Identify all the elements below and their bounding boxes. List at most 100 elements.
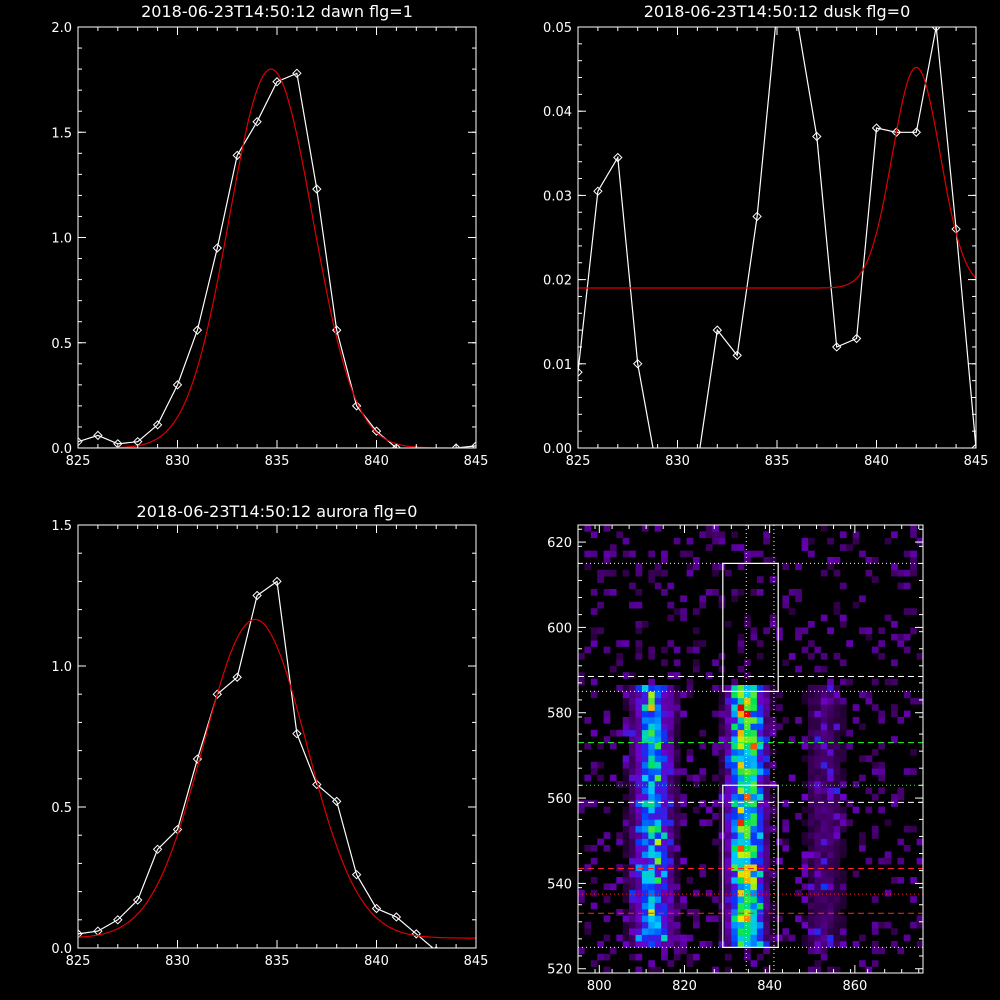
image-pixel <box>750 941 758 948</box>
image-pixel <box>641 736 649 743</box>
image-x-tick-label: 800 <box>587 979 612 994</box>
image-pixel <box>801 793 809 801</box>
image-pixel <box>654 697 662 705</box>
image-pixel <box>641 723 649 731</box>
image-pixel <box>635 742 643 750</box>
image-pixel <box>635 819 643 827</box>
image-pixel <box>731 685 738 692</box>
image-pixel <box>724 723 732 731</box>
image-pixel <box>839 749 847 756</box>
aurora-data-point <box>272 576 282 587</box>
image-pixel <box>731 729 738 737</box>
image-pixel <box>839 710 847 718</box>
image-pixel <box>763 921 770 929</box>
image-pixel <box>763 806 770 814</box>
image-pixel <box>750 883 758 891</box>
aurora-y-tick-label: 1.0 <box>51 660 72 675</box>
image-pixel <box>597 838 604 846</box>
image-pixel <box>654 755 662 763</box>
image-pixel <box>820 825 828 833</box>
image-pixel <box>718 889 726 897</box>
image-pixel <box>673 768 681 775</box>
image-pixel <box>654 710 662 718</box>
image-pixel <box>724 781 732 788</box>
image-pixel <box>827 864 834 871</box>
image-pixel <box>833 736 841 743</box>
image-pixel <box>897 640 905 647</box>
image-pixel <box>756 825 764 833</box>
image-pixel <box>699 774 707 782</box>
image-pixel <box>680 608 687 615</box>
aurora-fit-curve <box>78 618 476 939</box>
image-pixel <box>635 966 643 974</box>
image-pixel <box>661 589 668 596</box>
image-pixel <box>648 704 655 711</box>
image-pixel <box>827 697 834 705</box>
image-pixel <box>763 781 770 788</box>
image-pixel <box>724 793 732 801</box>
image-pixel <box>833 832 841 839</box>
image-pixel <box>629 915 636 923</box>
image-pixel <box>859 832 866 839</box>
image-pixel <box>673 934 681 942</box>
dawn-data-point <box>391 443 402 448</box>
image-pixel <box>750 781 758 788</box>
image-pixel <box>590 678 598 686</box>
image-pixel <box>629 787 636 795</box>
image-pixel <box>648 710 655 718</box>
image-pixel <box>661 909 668 916</box>
image-pixel <box>673 755 681 763</box>
image-pixel <box>788 774 796 782</box>
image-pixel <box>654 883 662 891</box>
image-pixel <box>737 768 745 775</box>
image-pixel <box>654 845 662 852</box>
image-pixel <box>756 768 764 775</box>
image-pixel <box>814 774 822 782</box>
image-pixel <box>693 563 700 571</box>
image-pixel <box>641 870 649 878</box>
image-pixel <box>788 589 796 596</box>
dusk-data-line <box>578 27 976 448</box>
image-pixel <box>667 838 675 846</box>
image-pixel <box>724 883 732 891</box>
panel-aurora-title: 2018-06-23T14:50:12 aurora flg=0 <box>137 502 418 521</box>
image-pixel <box>629 685 636 692</box>
image-pixel <box>744 915 751 923</box>
image-pixel <box>635 723 643 731</box>
image-pixel <box>833 710 841 718</box>
image-pixel <box>814 768 822 775</box>
image-pixel <box>820 736 828 743</box>
image-pixel <box>673 742 681 750</box>
image-pixel <box>814 877 822 884</box>
image-pixel <box>820 947 828 955</box>
dawn-data-point <box>93 430 103 441</box>
image-pixel <box>718 531 726 539</box>
image-pixel <box>718 704 726 711</box>
image-pixel <box>578 947 585 955</box>
image-pixel <box>744 787 751 795</box>
image-pixel <box>731 819 738 827</box>
image-pixel <box>648 806 655 814</box>
image-pixel <box>648 941 655 948</box>
image-pixel <box>737 941 745 948</box>
image-pixel <box>769 761 777 769</box>
image-box <box>722 562 779 693</box>
image-pixel <box>910 825 917 833</box>
image-pixel <box>731 864 738 871</box>
image-pixel <box>750 774 758 782</box>
image-pixel <box>763 755 770 763</box>
image-pixel <box>827 800 834 807</box>
image-pixel <box>603 966 611 974</box>
image-pixel <box>737 697 745 705</box>
image-pixel <box>661 915 668 923</box>
image-pixel <box>852 704 860 711</box>
image-pixel <box>814 883 822 891</box>
image-pixel <box>597 953 604 961</box>
image-pixel <box>629 838 636 846</box>
image-pixel <box>654 742 662 750</box>
image-pixel <box>641 921 649 929</box>
image-pixel <box>724 742 732 750</box>
image-pixel <box>654 800 662 807</box>
image-pixel <box>629 857 636 865</box>
image-pixel <box>731 710 738 718</box>
